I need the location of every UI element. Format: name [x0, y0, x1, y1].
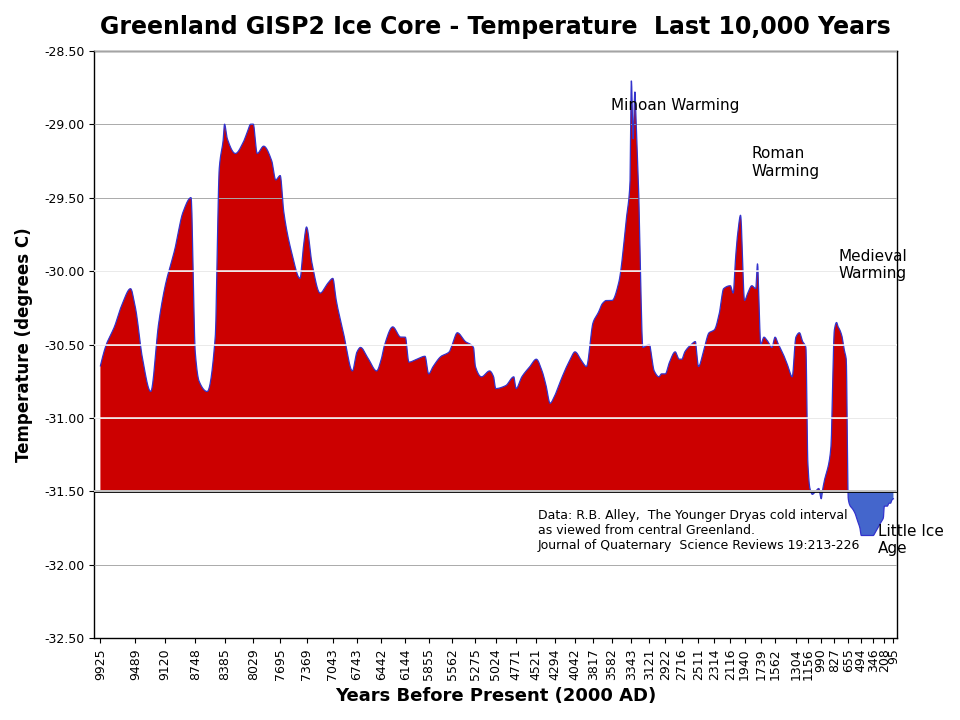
X-axis label: Years Before Present (2000 AD): Years Before Present (2000 AD)	[335, 687, 657, 705]
Y-axis label: Temperature (degrees C): Temperature (degrees C)	[15, 228, 33, 462]
Text: Data: R.B. Alley,  The Younger Dryas cold interval
as viewed from central Greenl: Data: R.B. Alley, The Younger Dryas cold…	[538, 509, 860, 552]
Text: Minoan Warming: Minoan Warming	[611, 98, 739, 113]
Text: Little Ice
Age: Little Ice Age	[877, 523, 944, 556]
Text: Medieval
Warming: Medieval Warming	[839, 249, 908, 282]
Text: Roman
Warming: Roman Warming	[752, 146, 820, 179]
Title: Greenland GISP2 Ice Core - Temperature  Last 10,000 Years: Greenland GISP2 Ice Core - Temperature L…	[100, 15, 891, 39]
